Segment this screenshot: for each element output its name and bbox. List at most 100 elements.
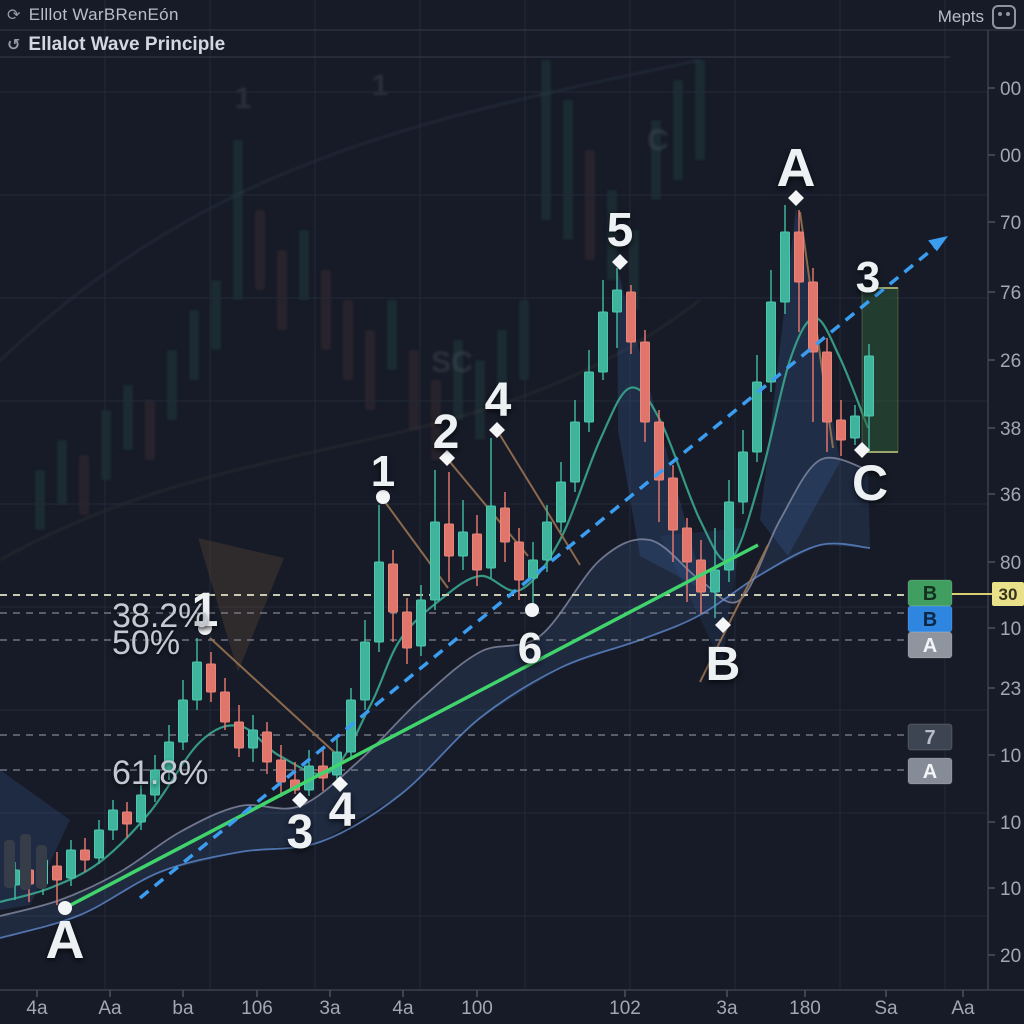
candle (794, 210, 804, 332)
svg-text:ba: ba (172, 998, 194, 1019)
svg-text:100: 100 (461, 998, 493, 1019)
right-price-axis[interactable]: 00 00 70 76 26 38 36 80 10 23 10 10 10 20 (988, 79, 1021, 967)
candle (402, 598, 412, 664)
svg-text:102: 102 (609, 998, 641, 1019)
candle (766, 270, 776, 392)
wave-markers (58, 190, 870, 915)
candle (780, 205, 790, 314)
svg-text:1: 1 (372, 69, 389, 102)
fib-label[interactable]: 50% (112, 624, 180, 662)
candle (864, 344, 874, 452)
candle (332, 738, 342, 780)
candle (150, 755, 160, 802)
wave-label-5: 5 (607, 204, 634, 257)
candle (108, 800, 118, 840)
panel-borders (0, 29, 1024, 991)
level-badge-A: A (907, 757, 953, 785)
candle (822, 338, 832, 452)
wave-label-1: 1 (192, 584, 219, 637)
bottom-time-axis[interactable]: 4a Aa ba 106 3a 4a 100 102 3a 180 Sa Aa (26, 990, 975, 1019)
svg-text:3a: 3a (319, 998, 341, 1019)
candle (528, 542, 538, 604)
candle (668, 465, 678, 562)
legend-row-2[interactable]: ↺ Ellalot Wave Principle (7, 34, 225, 56)
svg-text:106: 106 (241, 998, 273, 1019)
candle (94, 820, 104, 864)
svg-text:SC: SC (431, 346, 473, 379)
candle (430, 470, 440, 610)
candle (486, 438, 496, 578)
svg-text:10: 10 (1000, 879, 1021, 900)
svg-text:10: 10 (1000, 813, 1021, 834)
fib-label[interactable]: 61.8% (112, 754, 208, 792)
candle (724, 480, 734, 582)
candle (66, 840, 76, 886)
candle (738, 430, 748, 514)
wave-label-A: A (777, 138, 816, 198)
candle (850, 405, 860, 445)
fib-labels[interactable]: 38.2%50% 61.8% (112, 597, 208, 792)
svg-text:00: 00 (1000, 146, 1021, 167)
svg-text:4a: 4a (392, 998, 414, 1019)
fib-retracement-lines[interactable] (0, 594, 910, 771)
level-badge-A: A (907, 631, 953, 659)
legend-row-1[interactable]: ⟳ Elllot WarBRenEón (7, 5, 179, 25)
wave-label-1: 1 (371, 447, 395, 496)
candle (206, 652, 216, 702)
volume-bars (4, 834, 47, 890)
wave-label-C: C (852, 455, 888, 511)
candle (710, 528, 720, 618)
wave-label-6: 6 (518, 624, 542, 673)
candle (122, 802, 132, 838)
candle (234, 705, 244, 757)
candle (542, 505, 552, 572)
candle (626, 285, 636, 354)
svg-text:B: B (923, 583, 937, 605)
candle (556, 462, 566, 532)
indicator-bands (0, 316, 871, 939)
svg-text:180: 180 (789, 998, 821, 1019)
candle (514, 528, 524, 600)
candle (262, 722, 272, 774)
arrowhead-icon (928, 236, 948, 252)
wave-label-4: 4 (329, 784, 356, 837)
svg-text:70: 70 (1000, 213, 1021, 234)
candle (80, 838, 90, 872)
candle (444, 472, 454, 582)
history-icon: ↺ (7, 37, 21, 54)
candle (612, 268, 622, 348)
svg-text:Aa: Aa (951, 998, 975, 1019)
candle (416, 585, 426, 656)
candle (654, 410, 664, 522)
menu-button[interactable]: Mepts (937, 7, 984, 26)
svg-text:23: 23 (1000, 679, 1021, 700)
svg-text:36: 36 (1000, 485, 1021, 506)
svg-text:20: 20 (1000, 946, 1021, 967)
svg-text:80: 80 (1000, 553, 1021, 574)
level-badge-B: B (907, 605, 953, 633)
candle (276, 745, 286, 797)
wave-label-B: B (706, 638, 741, 691)
svg-text:Sa: Sa (874, 998, 898, 1019)
svg-text:Aa: Aa (98, 998, 122, 1019)
candle (808, 268, 818, 422)
settings-icon[interactable] (992, 5, 1016, 29)
chart-title: Elllot WarBRenEón (28, 5, 179, 24)
wave-label-2: 2 (433, 406, 460, 459)
wave-label-3: 3 (856, 253, 880, 302)
svg-text:A: A (923, 635, 937, 657)
fib-label[interactable]: 38.2% (112, 597, 208, 635)
price-tag: 30 (912, 582, 1024, 606)
candle (52, 852, 62, 905)
ghost-chart: 1 1 C SC (0, 59, 705, 561)
svg-text:4a: 4a (26, 998, 48, 1019)
svg-text:A: A (923, 761, 937, 783)
projection-arrow[interactable] (138, 236, 948, 900)
refresh-icon: ⟳ (7, 7, 21, 24)
candle (682, 518, 692, 602)
support-line[interactable] (64, 543, 759, 910)
svg-text:10: 10 (1000, 619, 1021, 640)
